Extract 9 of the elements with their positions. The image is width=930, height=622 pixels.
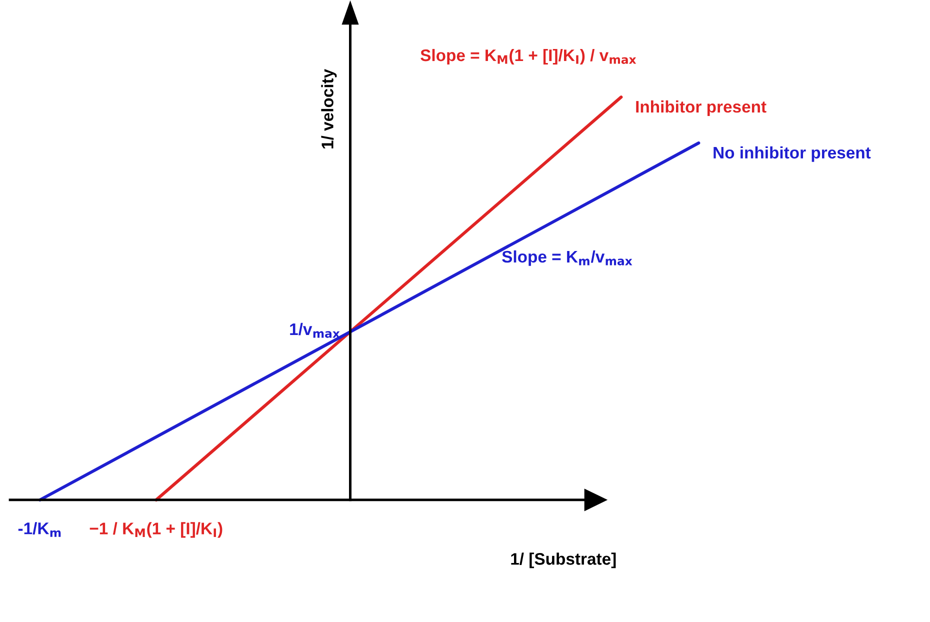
x-tick-label: -1/K$_{m}$ [18,522,61,537]
annotation: 1/v$_{max}$ [290,322,340,338]
annotation: Slope = K$_{m}$/v$_{max}$ [502,250,632,266]
x-axis-title: 1/ [Substrate] [511,552,616,568]
series-label: Inhibitor present [636,100,766,116]
x-tick-label: −1 / K$_{M}$(1 + [I]/K$_{I}$) [90,522,222,538]
y-axis-title: 1/ velocity [321,68,337,148]
text: Slope = K$_{M}$(1 + [I]/K$_{I}$) / v$_{max}$ [420,48,636,65]
series-label: No inhibitor present [714,146,871,162]
